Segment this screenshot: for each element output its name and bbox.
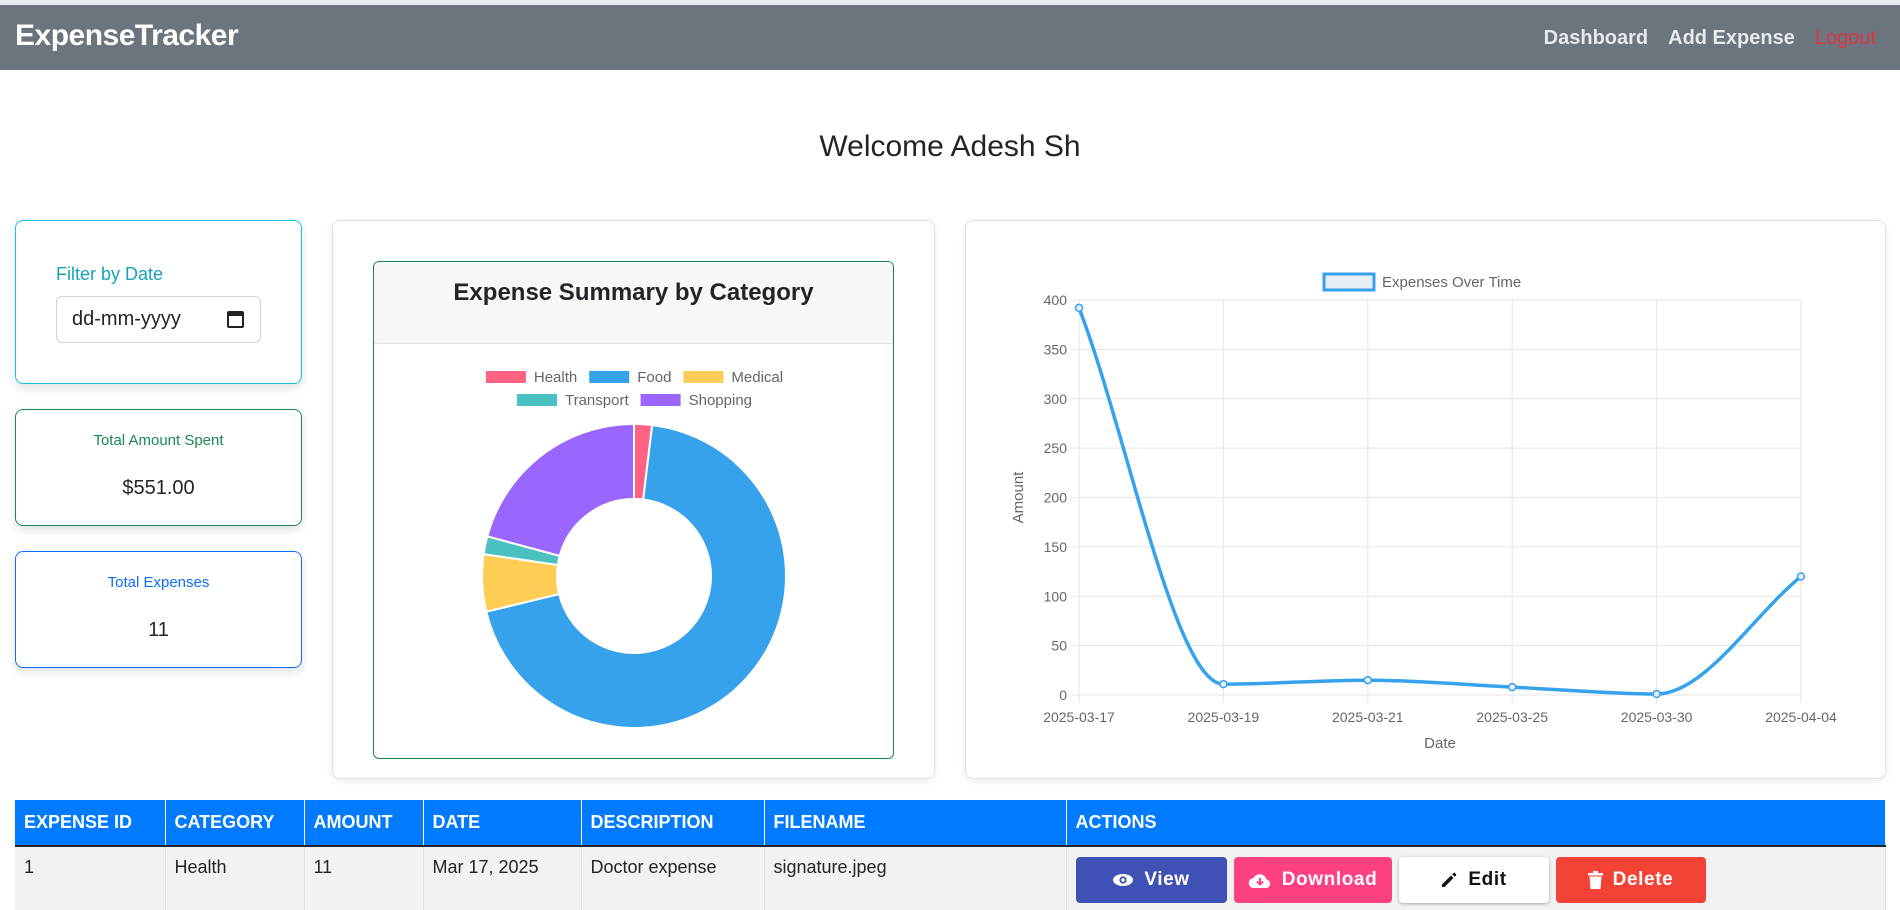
x-tick-label-5: 2025-04-04 [1765, 709, 1837, 725]
x-tick-label-4: 2025-03-30 [1621, 709, 1693, 725]
date-filter-input[interactable]: dd-mm-yyyy [56, 296, 261, 343]
col-filename: FILENAME [764, 800, 1067, 847]
col-expense-id: EXPENSE ID [15, 800, 166, 847]
filter-card: Filter by Date dd-mm-yyyy [15, 220, 302, 384]
legend-swatch [1322, 272, 1376, 292]
cell-filename: signature.jpeg [764, 846, 1067, 910]
download-label: Download [1281, 869, 1378, 890]
x-tick-label-1: 2025-03-19 [1188, 709, 1260, 725]
legend-label-food: Food [637, 369, 671, 386]
welcome-heading: Welcome Adesh Sh [819, 130, 1081, 163]
cell-id: 1 [15, 846, 166, 910]
y-tick-label-8: 400 [1044, 292, 1068, 308]
y-tick-label-5: 250 [1044, 440, 1068, 456]
navbar: ExpenseTracker Dashboard Add Expense Log… [0, 5, 1900, 70]
brand-logo[interactable]: ExpenseTracker [15, 19, 239, 52]
y-tick-label-7: 350 [1044, 341, 1068, 357]
line-chart[interactable]: Expenses Over Time 0 50 100 150 200 250 300 350 4… [966, 221, 1887, 780]
category-chart-panel: Expense Summary by Category Health Food Me… [332, 220, 935, 779]
nav-dashboard[interactable]: Dashboard [1543, 27, 1649, 49]
legend-label: Expenses Over Time [1382, 274, 1521, 291]
slice-shopping [486, 422, 635, 558]
pencil-icon [1442, 872, 1457, 887]
data-point-3 [1507, 682, 1517, 692]
legend-swatch-food [589, 371, 630, 383]
total-amount-card: Total Amount Spent $551.00 [15, 409, 302, 526]
download-button[interactable]: Download [1233, 857, 1392, 903]
legend-swatch-health [485, 371, 526, 383]
col-actions: ACTIONS [1066, 800, 1886, 847]
legend-swatch-medical [683, 371, 724, 383]
legend-label-shopping: Shopping [689, 392, 752, 409]
date-placeholder: dd-mm-yyyy [72, 308, 181, 330]
col-description: DESCRIPTION [581, 800, 765, 847]
col-category: CATEGORY [165, 800, 305, 847]
doughnut-chart[interactable]: Health Food Medical Transport Shopping [374, 345, 894, 759]
eye-icon [1113, 874, 1134, 886]
filter-label: Filter by Date [56, 264, 164, 284]
x-tick-label-3: 2025-03-25 [1476, 709, 1548, 725]
data-point-2 [1363, 675, 1373, 685]
y-axis-title: Amount [1010, 471, 1027, 524]
time-chart-panel: Expenses Over Time 0 50 100 150 200 250 300 350 4… [965, 220, 1886, 779]
cell-date: Mar 17, 2025 [423, 846, 582, 910]
legend-label-medical: Medical [731, 369, 783, 386]
expenses-table: EXPENSE ID CATEGORY AMOUNT DATE DESCRIPT… [15, 800, 1886, 910]
total-expenses-value: 11 [148, 619, 169, 641]
cell-category: Health [165, 846, 305, 910]
y-tick-label-0: 0 [1059, 687, 1067, 703]
total-amount-value: $551.00 [122, 477, 195, 499]
x-tick-label-0: 2025-03-17 [1043, 709, 1115, 725]
y-tick-label-2: 100 [1044, 588, 1068, 604]
series-line [1077, 307, 1803, 696]
cell-amount: 11 [304, 846, 424, 910]
data-point-5 [1796, 572, 1806, 581]
data-point-4 [1652, 689, 1661, 699]
data-point-0 [1074, 303, 1084, 313]
calendar-icon[interactable] [227, 311, 244, 328]
trash-icon [1587, 871, 1603, 889]
view-button[interactable]: View [1075, 857, 1227, 903]
total-expenses-card: Total Expenses 11 [15, 551, 302, 668]
col-date: DATE [423, 800, 582, 847]
data-point-1 [1219, 679, 1228, 689]
y-tick-label-4: 200 [1044, 490, 1068, 506]
nav-logout[interactable]: Logout [1814, 27, 1876, 49]
y-tick-label-1: 50 [1051, 638, 1067, 654]
delete-label: Delete [1612, 869, 1674, 890]
chart-title: Expense Summary by Category [374, 262, 893, 344]
cloud-download-icon [1248, 873, 1270, 888]
cell-description: Doctor expense [581, 846, 765, 910]
table-header-row: EXPENSE ID CATEGORY AMOUNT DATE DESCRIPT… [15, 800, 1886, 847]
y-tick-label-3: 150 [1044, 539, 1068, 555]
table-row: 1 Health 11 Mar 17, 2025 Doctor expense … [15, 846, 1886, 910]
edit-label: Edit [1468, 869, 1507, 890]
category-chart-card: Expense Summary by Category Health Food Me… [373, 261, 894, 759]
slice-food [485, 423, 787, 729]
x-axis-title: Date [1424, 735, 1456, 752]
legend-label-health: Health [534, 369, 577, 386]
col-amount: AMOUNT [304, 800, 424, 847]
edit-button[interactable]: Edit [1398, 857, 1549, 903]
x-tick-label-2: 2025-03-21 [1332, 709, 1404, 725]
legend-swatch-transport [516, 394, 557, 406]
legend-label-transport: Transport [565, 392, 629, 409]
view-label: View [1144, 869, 1190, 890]
cell-actions: View Download Edit Delete [1066, 846, 1886, 910]
total-expenses-label: Total Expenses [107, 574, 210, 591]
total-amount-label: Total Amount Spent [93, 432, 224, 449]
delete-button[interactable]: Delete [1555, 857, 1706, 903]
y-tick-label-6: 300 [1044, 391, 1068, 407]
nav-add-expense[interactable]: Add Expense [1668, 27, 1795, 49]
legend-swatch-shopping [640, 394, 681, 406]
top-border [0, 0, 1900, 5]
nav-links: Dashboard Add Expense Logout [1544, 27, 1876, 50]
